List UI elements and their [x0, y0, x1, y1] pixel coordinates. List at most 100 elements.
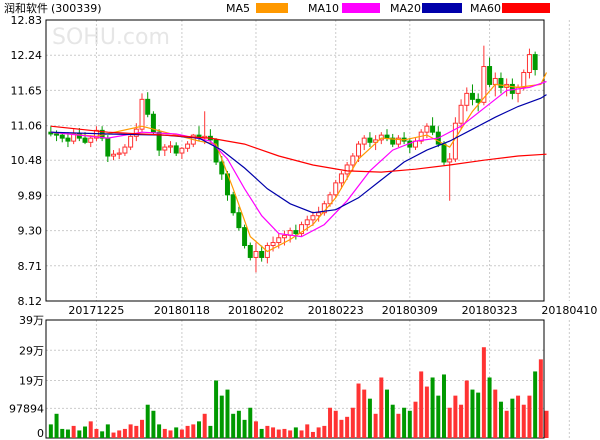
- volume-bar: [179, 429, 184, 438]
- candle-body: [65, 137, 71, 142]
- candle-body: [304, 219, 310, 226]
- candle-body: [82, 137, 88, 143]
- volume-panel-frame: [45, 319, 545, 439]
- volume-bar: [219, 395, 224, 438]
- volume-bar: [527, 395, 532, 438]
- legend-label-ma5: MA5: [226, 2, 250, 15]
- candle-body: [344, 164, 350, 175]
- moving-average-lines: [50, 72, 548, 253]
- candle-body: [310, 215, 316, 221]
- legend-label-ma10: MA10: [308, 2, 339, 15]
- volume-bar: [305, 424, 310, 438]
- candle-body: [492, 77, 498, 85]
- price-tick-label: 9.89: [18, 189, 43, 202]
- volume-bar: [265, 425, 270, 438]
- volume-bar: [271, 427, 276, 438]
- volume-bar: [487, 377, 492, 438]
- volume-tick-label: 19万: [19, 375, 44, 388]
- volume-gridlines: [46, 320, 570, 438]
- volume-bar: [134, 425, 139, 438]
- legend-swatch-ma10: [342, 3, 380, 13]
- volume-bar: [60, 428, 65, 438]
- volume-bar: [396, 413, 401, 438]
- candle-body: [122, 146, 128, 154]
- candle-body: [76, 133, 82, 139]
- candle-body: [128, 135, 134, 148]
- stock-name-label: 润和软件: [4, 1, 48, 15]
- volume-bar: [248, 407, 253, 438]
- candle-body: [242, 227, 248, 247]
- volume-bar: [157, 424, 162, 438]
- volume-bar: [310, 431, 315, 438]
- price-tick-label: 8.12: [18, 295, 43, 308]
- volume-bar: [208, 425, 213, 438]
- volume-bar: [373, 413, 378, 438]
- candle-body: [281, 234, 287, 239]
- price-tick-label: 11.65: [11, 84, 43, 97]
- volume-bar: [385, 389, 390, 438]
- price-tick-label: 11.06: [11, 120, 43, 133]
- candle-body: [105, 137, 111, 157]
- volume-bar: [162, 428, 167, 438]
- volume-bar: [493, 389, 498, 438]
- volume-bar: [510, 398, 515, 438]
- volume-bar: [470, 389, 475, 438]
- volume-bar: [185, 425, 190, 438]
- date-tick-label: 20180118: [154, 304, 210, 317]
- price-x-axis: 20171225 20180118 20180202 20180223 20180309…: [68, 304, 597, 317]
- candle-body: [276, 237, 282, 244]
- volume-bars: [48, 347, 549, 438]
- date-tick-label: 20180309: [382, 304, 438, 317]
- volume-bar: [516, 395, 521, 438]
- candle-body: [299, 224, 305, 235]
- price-y-axis: 12.83 12.24 11.65 11.06 10.48 9.89 9.30 8.71 8.1…: [11, 14, 43, 308]
- volume-bar: [276, 429, 281, 438]
- candle-body: [168, 145, 173, 148]
- candle-body: [270, 242, 276, 247]
- volume-bar: [521, 404, 526, 438]
- volume-bar: [356, 383, 361, 438]
- volume-bar: [538, 359, 543, 438]
- candle-body: [173, 145, 179, 154]
- price-tick-label: 8.71: [18, 260, 43, 273]
- legend-swatch-ma20: [422, 3, 462, 13]
- legend-label-ma20: MA20: [390, 2, 421, 15]
- candle-body: [430, 125, 436, 133]
- price-gridlines: [46, 20, 570, 301]
- volume-tick-label: 39万: [19, 314, 44, 327]
- volume-bar: [191, 424, 196, 438]
- volume-bar: [168, 430, 173, 438]
- candle-body: [247, 245, 253, 258]
- volume-bar: [441, 374, 446, 438]
- candle-body: [356, 143, 362, 157]
- price-tick-label: 9.30: [18, 225, 43, 238]
- candle-body: [441, 143, 447, 163]
- candle-body: [395, 137, 401, 145]
- volume-bar: [77, 430, 82, 438]
- volume-bar: [145, 404, 150, 438]
- volume-bar: [322, 425, 327, 438]
- volume-bar: [128, 424, 133, 438]
- ma-line-ma20: [50, 94, 547, 214]
- candle-body: [145, 98, 151, 115]
- candle-body: [139, 98, 145, 130]
- candle-body: [88, 137, 94, 143]
- volume-bar: [71, 425, 76, 438]
- volume-bar: [100, 431, 105, 438]
- volume-bar: [282, 428, 287, 438]
- candle-body: [230, 194, 236, 214]
- date-tick-label: 20180410: [541, 304, 597, 317]
- legend-swatch-ma60: [502, 3, 550, 13]
- candle-body: [179, 147, 185, 154]
- volume-bar: [196, 421, 201, 438]
- candle-body: [259, 250, 265, 258]
- legend-swatch-ma5: [256, 3, 288, 13]
- date-tick-label: 20180223: [308, 304, 364, 317]
- candle-body: [521, 72, 527, 88]
- volume-bar: [424, 386, 429, 438]
- candle-body: [185, 143, 191, 149]
- date-tick-label: 20171225: [68, 304, 124, 317]
- volume-bar: [236, 410, 241, 438]
- volume-bar: [504, 410, 509, 438]
